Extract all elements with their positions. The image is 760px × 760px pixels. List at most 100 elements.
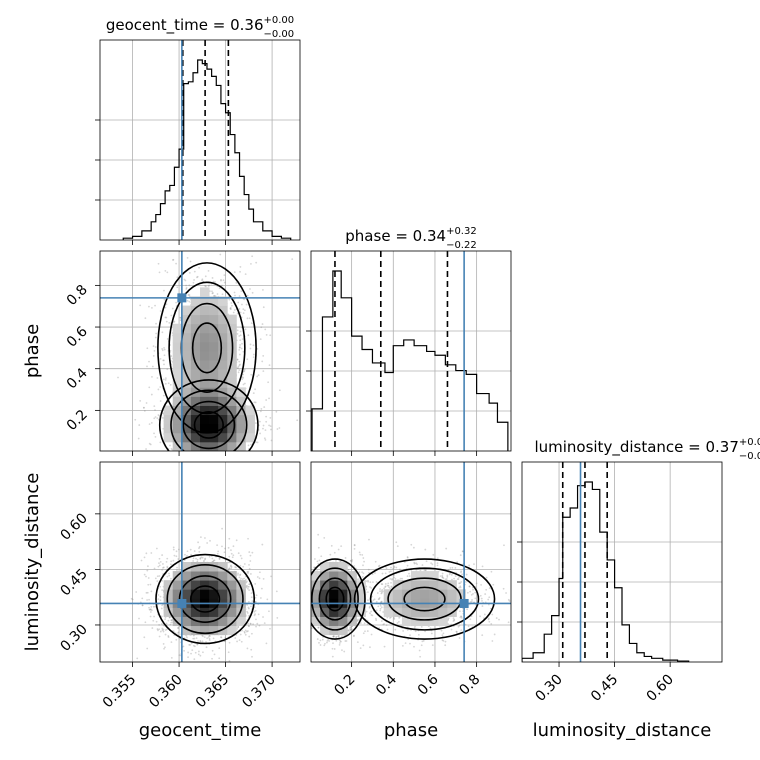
density-cell bbox=[227, 360, 237, 370]
x-axis-label-geocent_time: geocent_time bbox=[139, 720, 262, 741]
density-cell bbox=[190, 296, 201, 306]
density-cell bbox=[200, 305, 210, 316]
density-cell bbox=[236, 607, 246, 617]
sample-point bbox=[228, 459, 230, 461]
sample-point bbox=[395, 566, 398, 569]
density-cell bbox=[218, 314, 228, 325]
sample-point bbox=[239, 573, 242, 576]
panel-frame bbox=[99, 461, 301, 663]
sample-point bbox=[236, 451, 238, 453]
sample-point bbox=[238, 348, 241, 351]
sample-point bbox=[239, 334, 242, 337]
sample-point bbox=[245, 580, 248, 583]
sample-point bbox=[251, 655, 253, 658]
sample-point bbox=[168, 574, 171, 577]
sample-point bbox=[165, 560, 168, 563]
sample-point bbox=[192, 281, 195, 284]
sample-point bbox=[217, 457, 219, 459]
sample-point bbox=[220, 453, 222, 455]
sample-point bbox=[197, 653, 200, 656]
sample-point bbox=[161, 622, 163, 625]
density-cell bbox=[190, 571, 201, 581]
sample-point bbox=[228, 641, 231, 644]
density-cell bbox=[227, 387, 237, 397]
sample-point bbox=[300, 597, 302, 599]
sample-point bbox=[204, 557, 207, 560]
sample-point bbox=[441, 576, 444, 579]
sample-point bbox=[222, 457, 224, 459]
sample-point bbox=[201, 278, 204, 281]
density-cell bbox=[190, 625, 201, 636]
sample-point bbox=[183, 649, 185, 652]
sample-point bbox=[207, 464, 209, 466]
sample-point bbox=[188, 468, 190, 470]
sample-point bbox=[149, 583, 152, 586]
sample-point bbox=[303, 559, 305, 561]
sample-point bbox=[383, 645, 386, 648]
sample-point bbox=[332, 635, 335, 638]
sample-point bbox=[214, 456, 216, 458]
sample-point bbox=[194, 651, 197, 654]
sample-point bbox=[187, 469, 189, 471]
sample-point bbox=[174, 458, 176, 460]
sample-point bbox=[170, 447, 173, 450]
density-cell bbox=[200, 378, 210, 388]
sample-point bbox=[459, 554, 462, 557]
sample-point bbox=[254, 609, 257, 612]
density-cell bbox=[218, 562, 228, 572]
sample-point bbox=[224, 640, 227, 643]
sample-point bbox=[345, 640, 348, 642]
sample-point bbox=[256, 441, 259, 444]
sample-point bbox=[239, 574, 241, 577]
sample-point bbox=[247, 537, 249, 540]
sample-point bbox=[192, 560, 195, 562]
density-cell bbox=[200, 287, 210, 297]
sample-point bbox=[255, 441, 257, 444]
sample-point bbox=[237, 626, 239, 629]
sample-point bbox=[169, 383, 172, 386]
sample-point bbox=[269, 334, 272, 337]
sample-point bbox=[264, 429, 267, 431]
density-cell bbox=[227, 314, 237, 325]
sample-point bbox=[232, 242, 234, 244]
sample-point bbox=[197, 650, 200, 653]
sample-point bbox=[270, 428, 272, 431]
density-cell bbox=[172, 423, 183, 434]
sample-point bbox=[236, 358, 239, 361]
sample-point bbox=[224, 547, 226, 550]
sample-point bbox=[243, 563, 246, 565]
sample-point bbox=[170, 474, 172, 476]
sample-point bbox=[147, 577, 150, 579]
sample-point bbox=[232, 554, 235, 557]
density-cell bbox=[200, 580, 210, 590]
density-cell bbox=[181, 580, 192, 590]
sample-point bbox=[208, 452, 210, 454]
density-cell bbox=[200, 562, 210, 572]
sample-point bbox=[237, 625, 240, 628]
sample-point bbox=[143, 409, 146, 412]
sample-point bbox=[150, 393, 153, 396]
sample-point bbox=[220, 279, 222, 282]
sample-point bbox=[252, 344, 255, 347]
sample-point bbox=[326, 639, 329, 642]
sample-point bbox=[146, 365, 148, 368]
y-tick-label: 0.8 bbox=[64, 282, 91, 309]
sample-point bbox=[180, 241, 182, 243]
contours bbox=[155, 553, 256, 645]
sample-point bbox=[243, 577, 246, 580]
sample-point bbox=[212, 459, 214, 461]
density-cell bbox=[172, 607, 183, 617]
sample-point bbox=[143, 556, 146, 559]
sample-point bbox=[228, 537, 231, 540]
sample-point bbox=[161, 349, 164, 352]
sample-point bbox=[227, 546, 230, 549]
sample-point bbox=[235, 539, 238, 542]
sample-point bbox=[149, 615, 152, 618]
sample-point bbox=[239, 311, 242, 314]
sample-point bbox=[255, 618, 257, 621]
sample-point bbox=[148, 305, 150, 308]
sample-point bbox=[162, 624, 165, 627]
sample-point bbox=[493, 633, 496, 636]
sample-point bbox=[159, 599, 162, 602]
sample-point bbox=[262, 577, 265, 580]
